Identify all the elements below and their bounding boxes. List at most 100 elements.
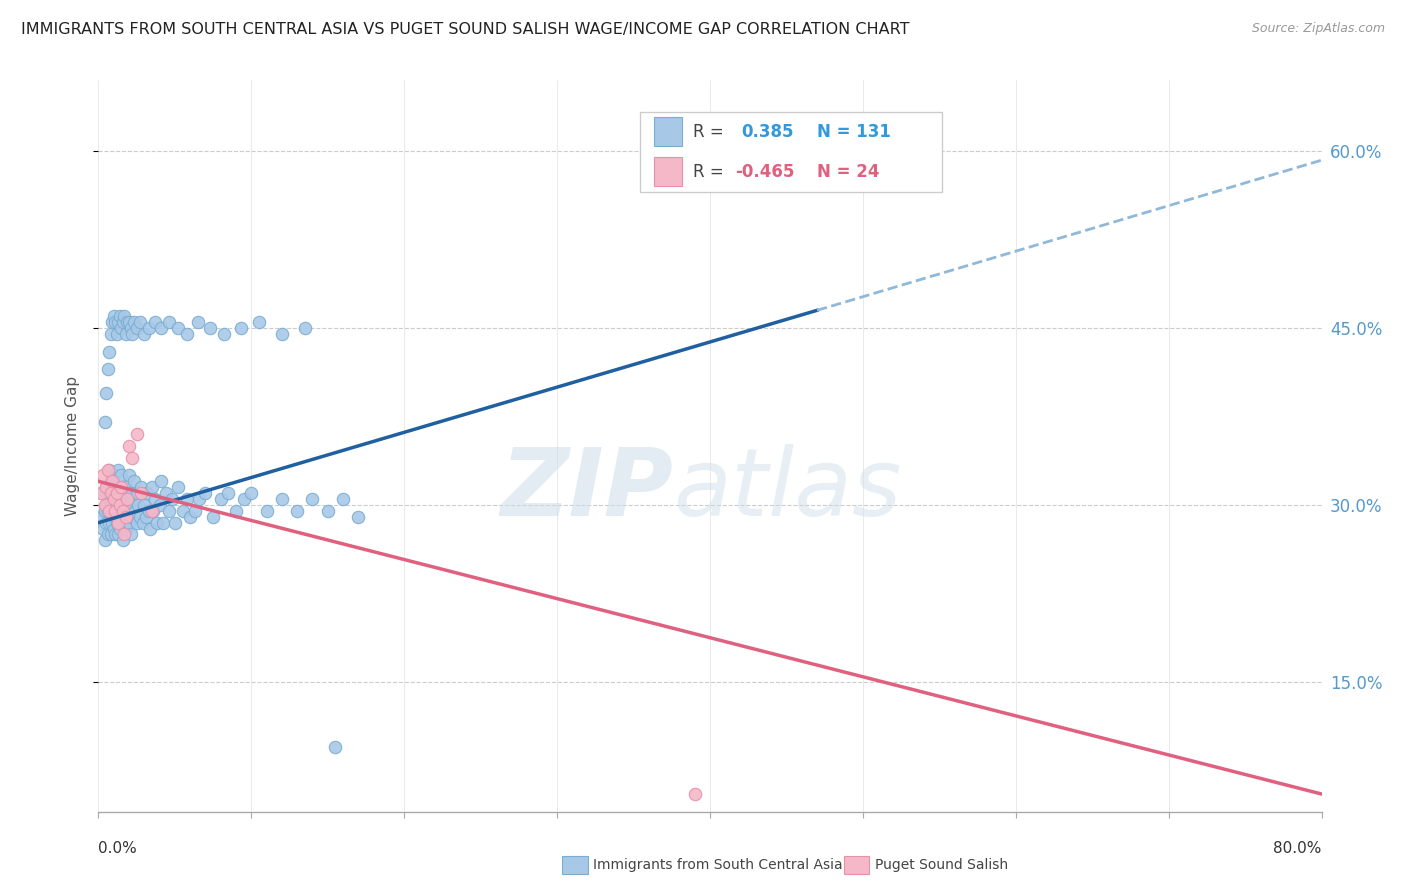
Point [100, 326, 122, 341]
Point [97, 362, 120, 376]
Point [103, 468, 125, 483]
Point [100, 475, 122, 489]
Point [143, 492, 166, 507]
Point [256, 504, 278, 518]
Point [117, 504, 139, 518]
Point [124, 504, 146, 518]
Point [112, 310, 135, 324]
Point [117, 492, 139, 507]
Point [105, 504, 128, 518]
Point [110, 486, 132, 500]
Point [110, 321, 132, 335]
Point [103, 492, 125, 507]
Point [125, 486, 148, 500]
Point [149, 498, 172, 512]
Point [129, 480, 152, 494]
Point [134, 326, 156, 341]
Point [347, 509, 370, 524]
Point [128, 509, 150, 524]
Point [172, 504, 194, 518]
Point [112, 527, 135, 541]
Point [98, 492, 121, 507]
Point [198, 321, 221, 335]
Text: Immigrants from South Central Asia: Immigrants from South Central Asia [593, 858, 844, 872]
Point [139, 522, 162, 536]
Point [100, 504, 122, 518]
Point [127, 498, 149, 512]
Point [270, 492, 292, 507]
Point [167, 321, 190, 335]
Point [121, 486, 143, 500]
Point [217, 486, 239, 500]
Point [108, 310, 131, 324]
Point [104, 504, 127, 518]
Point [94, 480, 117, 494]
Point [145, 516, 167, 530]
Point [157, 504, 180, 518]
Point [107, 516, 129, 530]
Point [111, 315, 134, 329]
Point [105, 326, 128, 341]
Point [110, 468, 132, 483]
Point [229, 321, 252, 335]
Point [111, 533, 134, 548]
Point [108, 522, 131, 536]
Point [209, 492, 232, 507]
Point [125, 516, 148, 530]
Point [93, 504, 115, 518]
Point [94, 480, 117, 494]
Point [125, 427, 148, 442]
Point [97, 486, 120, 500]
Point [294, 321, 316, 335]
Point [225, 504, 247, 518]
Point [134, 498, 156, 512]
Point [118, 516, 141, 530]
Point [112, 492, 135, 507]
Point [125, 321, 148, 335]
Point [93, 416, 115, 430]
Point [93, 498, 115, 512]
Point [157, 315, 180, 329]
Point [138, 321, 160, 335]
Point [176, 326, 198, 341]
Point [163, 516, 186, 530]
Point [136, 486, 159, 500]
Point [187, 315, 209, 329]
Text: 0.0%: 0.0% [98, 841, 138, 856]
Point [118, 439, 141, 453]
Point [118, 468, 141, 483]
Point [120, 527, 142, 541]
Point [101, 486, 124, 500]
Point [98, 504, 121, 518]
Point [179, 509, 201, 524]
Text: 80.0%: 80.0% [1274, 841, 1322, 856]
Point [101, 504, 124, 518]
Point [105, 486, 128, 500]
Point [122, 475, 145, 489]
Point [107, 315, 129, 329]
Point [176, 492, 198, 507]
Point [155, 486, 177, 500]
Point [325, 739, 347, 754]
Point [232, 492, 254, 507]
Point [121, 450, 143, 465]
Point [104, 486, 127, 500]
Point [91, 522, 114, 536]
Y-axis label: Wage/Income Gap: Wage/Income Gap [65, 376, 80, 516]
Point [121, 509, 143, 524]
Text: N = 24: N = 24 [817, 162, 879, 181]
Text: R =: R = [693, 122, 734, 141]
Point [107, 527, 129, 541]
Point [110, 509, 132, 524]
Point [101, 516, 124, 530]
Point [105, 480, 128, 494]
Point [160, 492, 183, 507]
Point [194, 486, 217, 500]
Point [141, 504, 163, 518]
Point [97, 527, 120, 541]
Point [152, 516, 174, 530]
Point [122, 315, 145, 329]
Point [107, 462, 129, 476]
Text: Source: ZipAtlas.com: Source: ZipAtlas.com [1251, 22, 1385, 36]
Text: -0.465: -0.465 [735, 162, 794, 181]
